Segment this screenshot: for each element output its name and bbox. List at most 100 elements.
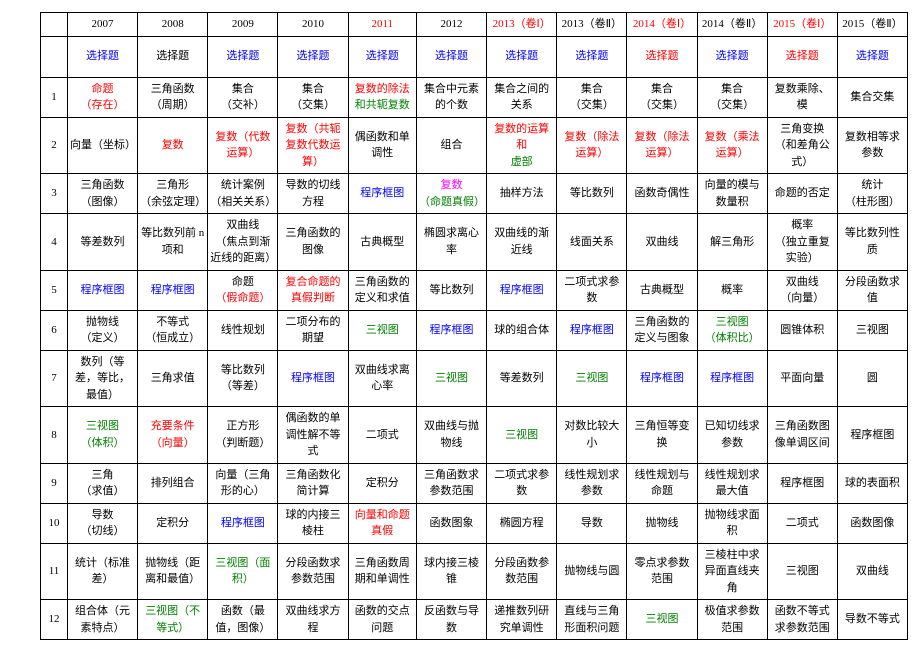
topic-cell: 偶函数和单调性 [348, 117, 416, 174]
topic-cell: 定积分 [138, 503, 208, 543]
row-number: 2 [41, 117, 68, 174]
header-row-years: 2007200820092010201120122013（卷Ⅰ）2013（卷Ⅱ）… [41, 13, 908, 37]
topic-cell: 三角函数求参数范围 [416, 463, 486, 503]
topic-cell: 偶函数的单调性解不等式 [278, 407, 348, 464]
topic-cell: 复数（除法运算） [627, 117, 697, 174]
year-header: 2015（卷Ⅰ） [767, 13, 837, 37]
topic-cell: 等比数列前 n 项和 [138, 214, 208, 271]
topic-cell: 椭圆方程 [487, 503, 557, 543]
topic-cell: 排列组合 [138, 463, 208, 503]
year-header: 2007 [67, 13, 137, 37]
topic-cell: 集合（交集） [627, 77, 697, 117]
topic-cell: 抛物线（距离和最值） [138, 543, 208, 600]
topic-cell: 双曲线 [837, 543, 907, 600]
topic-cell: 导数（切线） [67, 503, 137, 543]
table-row: 10导数（切线）定积分程序框图球的内接三棱柱向量和命题真假函数图象椭圆方程导数抛… [41, 503, 908, 543]
topic-cell: 正方形（判断题） [208, 407, 278, 464]
topic-cell: 函数图象 [416, 503, 486, 543]
type-header: 选择题 [138, 36, 208, 77]
row-number: 3 [41, 174, 68, 214]
cell-part: 和共轭复数 [351, 97, 414, 114]
topic-cell: 导数不等式 [837, 600, 907, 640]
topic-cell: 三视图（体积） [67, 407, 137, 464]
topic-cell: 向量（三角形的心） [208, 463, 278, 503]
topic-cell: 三视图 [487, 407, 557, 464]
exam-topics-table: 2007200820092010201120122013（卷Ⅰ）2013（卷Ⅱ）… [40, 12, 908, 640]
cell-part: （假命题） [210, 290, 275, 307]
table-row: 5程序框图程序框图命题（假命题）复合命题的真假判断三角函数的定义和求值等比数列程… [41, 270, 908, 310]
topic-cell: 函数不等式求参数范围 [767, 600, 837, 640]
topic-cell: 反函数与导数 [416, 600, 486, 640]
table-row: 2向量（坐标）复数复数（代数运算）复数（共轭复数代数运算）偶函数和单调性组合复数… [41, 117, 908, 174]
table-row: 3三角函数（图像）三角形（余弦定理）统计案例（相关关系）导数的切线方程程序框图复… [41, 174, 908, 214]
topic-cell: 双曲线求方程 [278, 600, 348, 640]
topic-cell: 分段函数求值 [837, 270, 907, 310]
corner-cell [41, 36, 68, 77]
table-row: 1命题（存在）三角函数（周期）集合（交补）集合（交集）复数的除法和共轭复数集合中… [41, 77, 908, 117]
topic-cell: 三角函数周期和单调性 [348, 543, 416, 600]
topic-cell: 程序框图 [487, 270, 557, 310]
row-number: 5 [41, 270, 68, 310]
topic-cell: 复数的运算和虚部 [487, 117, 557, 174]
row-number: 12 [41, 600, 68, 640]
topic-cell: 复数乘除、模 [767, 77, 837, 117]
topic-cell: 集合（交集） [697, 77, 767, 117]
year-header: 2008 [138, 13, 208, 37]
topic-cell: 三视图 [348, 310, 416, 350]
topic-cell: 三视图 [837, 310, 907, 350]
cell-part: 复数（代数运算） [210, 129, 275, 162]
topic-cell: 等比数列 [416, 270, 486, 310]
topic-cell: 零点求参数范围 [627, 543, 697, 600]
cell-part: 复数（共轭复数代数运算） [280, 121, 345, 171]
topic-cell: 对数比较大小 [557, 407, 627, 464]
cell-part: （体积比） [700, 330, 765, 347]
year-header: 2011 [348, 13, 416, 37]
type-header: 选择题 [767, 36, 837, 77]
topic-cell: 三角变换（和差角公式） [767, 117, 837, 174]
topic-cell: 定积分 [348, 463, 416, 503]
topic-cell: 三角函数（图像） [67, 174, 137, 214]
topic-cell: 线性规划求参数 [557, 463, 627, 503]
table-row: 6抛物线（定义）不等式（恒成立）线性规划二项分布的期望三视图程序框图球的组合体程… [41, 310, 908, 350]
row-number: 11 [41, 543, 68, 600]
topic-cell: 等比数列性质 [837, 214, 907, 271]
topic-cell: 三视图 [767, 543, 837, 600]
topic-cell: 已知切线求参数 [697, 407, 767, 464]
topic-cell: 程序框图 [208, 503, 278, 543]
row-number: 8 [41, 407, 68, 464]
topic-cell: 双曲线求离心率 [348, 350, 416, 407]
topic-cell: 二项式 [348, 407, 416, 464]
year-header: 2012 [416, 13, 486, 37]
topic-cell: 三角恒等变换 [627, 407, 697, 464]
topic-cell: 双曲线（焦点到渐近线的距离） [208, 214, 278, 271]
topic-cell: 程序框图 [557, 310, 627, 350]
type-header: 选择题 [697, 36, 767, 77]
topic-cell: 球的组合体 [487, 310, 557, 350]
topic-cell: 球的内接三棱柱 [278, 503, 348, 543]
cell-part: （命题真假） [419, 194, 484, 211]
topic-cell: 极值求参数范围 [697, 600, 767, 640]
row-number: 10 [41, 503, 68, 543]
topic-cell: 古典概型 [348, 214, 416, 271]
topic-cell: 三角函数化简计算 [278, 463, 348, 503]
topic-cell: 命题（假命题） [208, 270, 278, 310]
topic-cell: 程序框图 [416, 310, 486, 350]
topic-cell: 统计（柱形图） [837, 174, 907, 214]
topic-cell: 抛物线 [627, 503, 697, 543]
topic-cell: 集合中元素的个数 [416, 77, 486, 117]
topic-cell: 双曲线与抛物线 [416, 407, 486, 464]
year-header: 2013（卷Ⅱ） [557, 13, 627, 37]
topic-cell: 线面关系 [557, 214, 627, 271]
topic-cell: 圆 [837, 350, 907, 407]
topic-cell: 三视图（面积） [208, 543, 278, 600]
topic-cell: 直线与三角形面积问题 [557, 600, 627, 640]
topic-cell: 圆锥体积 [767, 310, 837, 350]
corner-cell [41, 13, 68, 37]
topic-cell: 程序框图 [348, 174, 416, 214]
topic-cell: 抽样方法 [487, 174, 557, 214]
topic-cell: 三角函数的定义和求值 [348, 270, 416, 310]
topic-cell: 分段函数参数范围 [487, 543, 557, 600]
row-number: 4 [41, 214, 68, 271]
topic-cell: 向量的模与数量积 [697, 174, 767, 214]
type-header: 选择题 [348, 36, 416, 77]
